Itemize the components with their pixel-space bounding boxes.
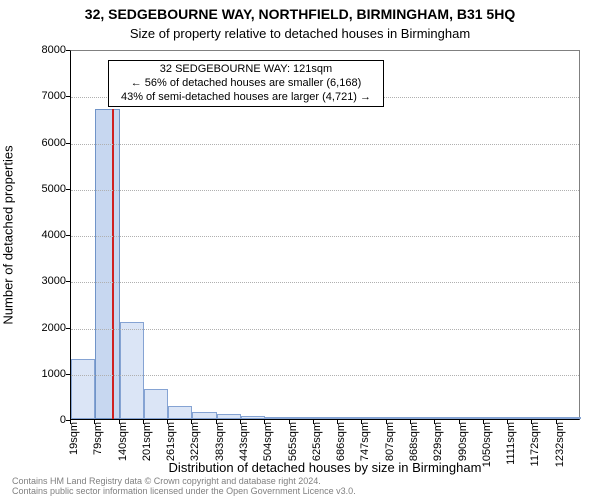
x-tick-label: 201sqm [141,422,153,461]
y-tick-label: 3000 [6,275,66,287]
histogram-bar [120,322,144,419]
x-tick-label: 868sqm [408,422,420,461]
histogram-bar [532,417,556,419]
histogram-bar [71,359,95,419]
x-tick-label: 79sqm [92,422,104,455]
y-tick-mark [66,374,70,375]
histogram-bar [95,109,119,419]
histogram-bar [265,417,289,419]
y-tick-mark [66,50,70,51]
y-tick-mark [66,328,70,329]
y-tick-label: 6000 [6,137,66,149]
gridline [71,282,579,283]
x-tick-label: 140sqm [117,422,129,461]
footer-line-1: Contains HM Land Registry data © Crown c… [12,476,356,486]
histogram-bar [508,417,532,419]
histogram-bar [460,417,484,419]
histogram-bar [338,417,362,419]
y-tick-label: 4000 [6,229,66,241]
histogram-bar [387,417,411,419]
x-tick-label: 19sqm [68,422,80,455]
gridline [71,236,579,237]
page-title: 32, SEDGEBOURNE WAY, NORTHFIELD, BIRMING… [0,6,600,22]
histogram-bar [290,417,314,419]
x-tick-label: 565sqm [287,422,299,461]
histogram-bar [484,417,508,419]
x-tick-label: 686sqm [335,422,347,461]
gridline [71,375,579,376]
histogram-bar [557,417,581,419]
footer-line-2: Contains public sector information licen… [12,486,356,496]
y-tick-mark [66,189,70,190]
y-tick-mark [66,96,70,97]
x-tick-label: 443sqm [238,422,250,461]
histogram-bar [217,414,241,419]
x-axis-label: Distribution of detached houses by size … [70,460,580,475]
x-tick-label: 322sqm [189,422,201,461]
y-tick-label: 7000 [6,90,66,102]
gridline [71,329,579,330]
footer: Contains HM Land Registry data © Crown c… [12,476,356,496]
x-tick-label: 504sqm [262,422,274,461]
x-tick-label: 1111sqm [505,422,517,465]
x-tick-label: 261sqm [165,422,177,461]
annotation-box: 32 SEDGEBOURNE WAY: 121sqm ← 56% of deta… [108,60,384,107]
y-tick-label: 5000 [6,183,66,195]
histogram-bar [411,417,435,419]
histogram-bar [314,417,338,419]
x-tick-label: 929sqm [432,422,444,461]
annotation-line-1: 32 SEDGEBOURNE WAY: 121sqm [115,63,377,77]
subtitle: Size of property relative to detached ho… [0,26,600,41]
x-tick-label: 625sqm [311,422,323,461]
x-tick-label: 990sqm [457,422,469,461]
histogram-bar [144,389,168,419]
histogram-bar [241,416,265,419]
y-tick-mark [66,143,70,144]
x-tick-label: 807sqm [384,422,396,461]
gridline [71,144,579,145]
y-tick-mark [66,235,70,236]
y-tick-label: 0 [6,414,66,426]
y-tick-label: 1000 [6,368,66,380]
y-tick-label: 2000 [6,322,66,334]
x-tick-label: 747sqm [359,422,371,461]
gridline [71,190,579,191]
y-tick-label: 8000 [6,44,66,56]
histogram-bar [435,417,459,419]
histogram-bar [192,412,216,419]
x-tick-label: 383sqm [214,422,226,461]
marker-line [112,109,114,419]
annotation-line-3: 43% of semi-detached houses are larger (… [115,91,377,105]
histogram-bar [362,417,386,419]
histogram-bar [168,406,192,419]
annotation-line-2: ← 56% of detached houses are smaller (6,… [115,77,377,91]
y-tick-mark [66,281,70,282]
